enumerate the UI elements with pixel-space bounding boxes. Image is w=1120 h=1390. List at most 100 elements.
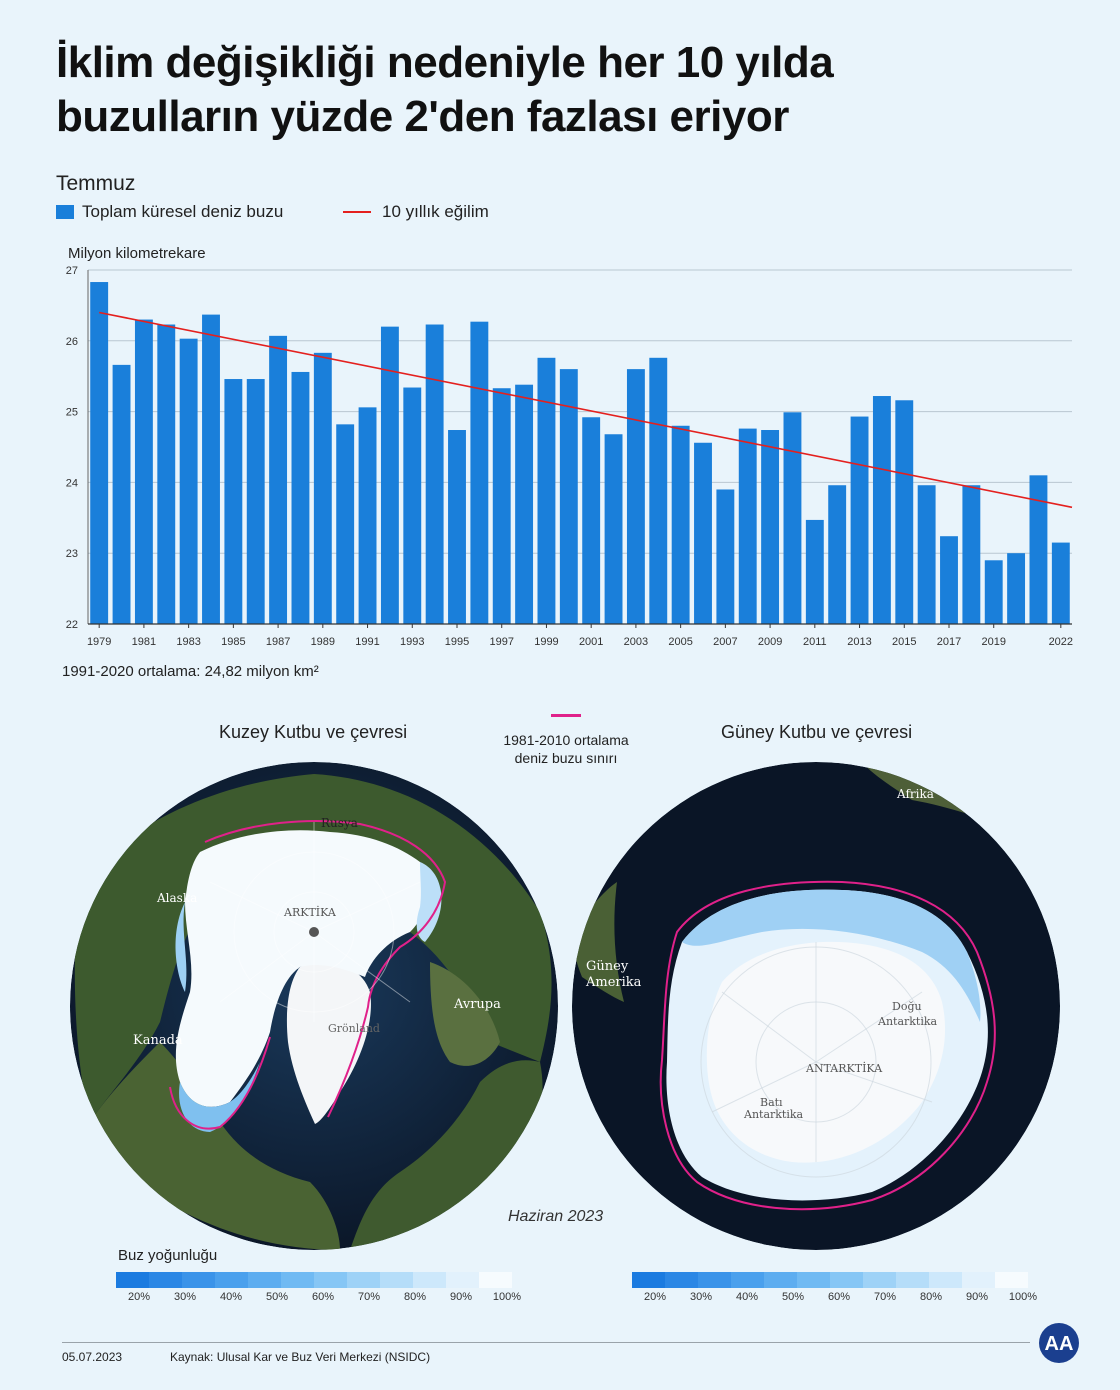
bar (694, 442, 712, 624)
reference-legend-line-2: deniz buzu sınırı (514, 750, 618, 766)
bar (1007, 553, 1026, 624)
scale-cell (446, 1272, 479, 1288)
north-pole-map-svg: Rusya Alaska ARKTİKA Avrupa Kanada Grönl… (70, 762, 558, 1250)
bar (1029, 475, 1048, 624)
bar (1051, 542, 1070, 624)
scale-label: 100% (492, 1291, 522, 1303)
x-tick-label: 2009 (758, 636, 782, 648)
bar (537, 357, 556, 624)
bar (134, 319, 153, 624)
bar (246, 379, 265, 624)
y-tick-label: 26 (66, 336, 78, 348)
title-line-2: buzulların yüzde 2'den fazlası eriyor (56, 92, 789, 141)
bar (492, 388, 511, 624)
average-note: 1991-2020 ortalama: 24,82 milyon km² (62, 663, 319, 680)
scale-label: 100% (1008, 1291, 1038, 1303)
x-tick-label: 2005 (668, 636, 692, 648)
bar (783, 412, 802, 624)
scale-cell (182, 1272, 215, 1288)
x-tick-label: 2007 (713, 636, 737, 648)
x-tick-label: 1997 (489, 636, 513, 648)
bar (202, 314, 220, 624)
page-title: İklim değişikliği nedeniyle her 10 yılda… (56, 36, 1056, 144)
bar (515, 384, 534, 624)
scale-cell (314, 1272, 347, 1288)
scale-cell (896, 1272, 929, 1288)
bar (470, 321, 489, 624)
scale-label: 70% (357, 1291, 381, 1303)
scale-cell (215, 1272, 248, 1288)
north-map-title: Kuzey Kutbu ve çevresi (219, 722, 408, 742)
bar (291, 371, 310, 624)
y-tick-label: 23 (66, 548, 78, 560)
bar (358, 407, 377, 624)
y-tick-label: 22 (66, 619, 78, 631)
legend-trend-swatch (343, 211, 371, 213)
scale-label: 20% (643, 1291, 667, 1303)
bar (917, 485, 936, 624)
bar (626, 369, 645, 624)
label-west-antarctica-1: Batı (760, 1096, 783, 1109)
legend-bar-label: Toplam küresel deniz buzu (82, 202, 284, 221)
scale-cell (248, 1272, 281, 1288)
scale-cell (413, 1272, 446, 1288)
scale-cell (665, 1272, 698, 1288)
scale-cell (149, 1272, 182, 1288)
bar (313, 352, 332, 624)
bar (895, 400, 914, 624)
label-south-america-1: Güney (586, 959, 629, 974)
x-tick-label: 2001 (579, 636, 603, 648)
x-tick-label: 2022 (1049, 636, 1073, 648)
scale-label: 30% (689, 1291, 713, 1303)
label-east-antarctica-1: Doğu (892, 1000, 922, 1013)
footer-date: 05.07.2023 (62, 1350, 123, 1364)
scale-cell (698, 1272, 731, 1288)
scale-label: 20% (127, 1291, 151, 1303)
bar (425, 324, 444, 624)
x-tick-label: 2003 (624, 636, 648, 648)
aa-logo: AA (1039, 1323, 1079, 1363)
label-arctic: ARKTİKA (283, 905, 337, 919)
scale-label: 70% (873, 1291, 897, 1303)
bar (157, 324, 176, 624)
bar (403, 387, 422, 624)
bar (738, 428, 757, 624)
reference-legend-line-1: 1981-2010 ortalama (503, 732, 629, 748)
y-tick-label: 27 (66, 265, 78, 277)
bar (671, 425, 690, 624)
scale-label: 60% (311, 1291, 335, 1303)
reference-boundary-swatch (551, 714, 581, 717)
x-tick-label: 1989 (311, 636, 335, 648)
bar (224, 379, 243, 624)
ice-density-scale-right (632, 1272, 1028, 1288)
x-tick-label: 1979 (87, 636, 111, 648)
scale-label: 90% (965, 1291, 989, 1303)
south-pole-map-svg: Afrika Güney Amerika Doğu Antarktika ANT… (572, 762, 1060, 1250)
label-west-antarctica-2: Antarktika (743, 1108, 804, 1121)
bar (872, 396, 891, 624)
bar (380, 326, 399, 624)
bar (805, 519, 824, 624)
label-africa: Afrika (896, 787, 934, 801)
scale-cell (479, 1272, 512, 1288)
reference-boundary-legend: 1981-2010 ortalama deniz buzu sınırı (486, 712, 646, 767)
scale-cell (830, 1272, 863, 1288)
scale-cell (116, 1272, 149, 1288)
title-line-1: İklim değişikliği nedeniyle her 10 yılda (56, 38, 834, 87)
label-canada: Kanada (133, 1033, 183, 1048)
scale-label: 30% (173, 1291, 197, 1303)
scale-cell (797, 1272, 830, 1288)
x-tick-label: 1981 (132, 636, 156, 648)
bar (828, 485, 847, 624)
scale-cell (995, 1272, 1028, 1288)
scale-cell (281, 1272, 314, 1288)
scale-cell (632, 1272, 665, 1288)
scale-cell (380, 1272, 413, 1288)
scale-label: 80% (403, 1291, 427, 1303)
bar (582, 417, 601, 624)
x-tick-label: 2015 (892, 636, 916, 648)
label-russia: Rusya (321, 816, 358, 830)
label-europe: Avrupa (453, 997, 501, 1012)
label-greenland: Grönland (328, 1022, 380, 1035)
bar (716, 489, 735, 624)
